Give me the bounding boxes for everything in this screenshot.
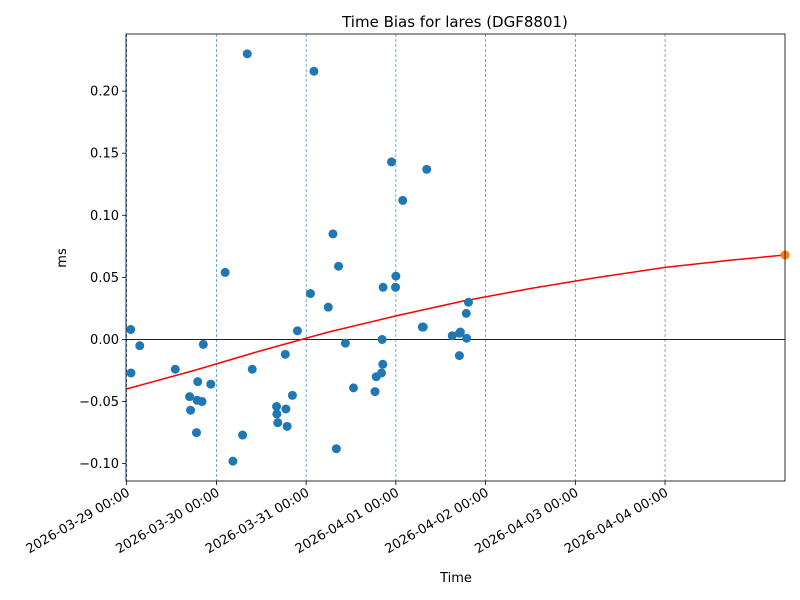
- data-point: [462, 333, 472, 343]
- data-point: [328, 229, 338, 239]
- data-point: [193, 377, 203, 387]
- data-point: [126, 368, 136, 378]
- data-point: [287, 390, 297, 400]
- data-point: [377, 368, 387, 378]
- data-point: [191, 428, 201, 438]
- data-point: [242, 49, 252, 59]
- data-point: [340, 338, 350, 348]
- data-point: [348, 383, 358, 393]
- y-tick-label: 0.10: [90, 209, 119, 224]
- data-point: [238, 430, 248, 440]
- y-tick-label: 0.00: [90, 333, 119, 348]
- data-point: [292, 326, 302, 336]
- data-point: [331, 444, 341, 454]
- data-point: [378, 359, 388, 369]
- plot-frame: [125, 33, 786, 482]
- data-point: [281, 404, 291, 414]
- fit-curve: [125, 254, 786, 390]
- x-axis-label: Time: [439, 571, 472, 586]
- data-point: [247, 364, 257, 374]
- data-point: [334, 261, 344, 271]
- data-point: [463, 297, 473, 307]
- y-axis-label: ms: [55, 248, 70, 268]
- data-point: [309, 66, 319, 76]
- data-point: [391, 282, 401, 292]
- data-point: [280, 349, 290, 359]
- data-point: [126, 325, 136, 335]
- y-tick-label: −0.10: [79, 457, 119, 472]
- y-tick-label: 0.20: [90, 85, 119, 100]
- data-point: [135, 341, 145, 351]
- data-point: [185, 392, 195, 402]
- grid-lines: [126, 34, 666, 481]
- data-point: [454, 351, 464, 361]
- y-tick-label: −0.05: [79, 395, 119, 410]
- data-point: [272, 402, 282, 411]
- data-point: [228, 456, 238, 466]
- data-point: [272, 409, 282, 419]
- data-point: [447, 331, 457, 341]
- data-point: [306, 289, 316, 299]
- data-point: [220, 267, 230, 277]
- data-point: [387, 157, 397, 167]
- data-point: [461, 308, 471, 318]
- data-point: [391, 271, 401, 281]
- data-point: [282, 421, 292, 431]
- y-tick-label: 0.15: [90, 147, 119, 162]
- data-point: [370, 387, 380, 397]
- data-point: [455, 327, 465, 337]
- fit-layer: [125, 254, 786, 390]
- data-point: [206, 379, 216, 389]
- data-point: [198, 339, 208, 349]
- data-points: [126, 49, 473, 466]
- data-point: [197, 397, 207, 407]
- data-point: [170, 364, 180, 374]
- y-axis-ticks: −0.10 −0.05 0.00 0.05 0.10 0.15 0.20: [79, 85, 126, 472]
- chart-title: Time Bias for lares (DGF8801): [341, 13, 568, 31]
- data-point: [377, 334, 387, 344]
- data-point: [418, 322, 428, 332]
- data-point: [398, 195, 408, 205]
- data-point: [273, 418, 283, 428]
- data-point: [378, 282, 388, 292]
- data-point: [186, 405, 196, 415]
- y-tick-label: 0.05: [90, 271, 119, 286]
- data-point: [323, 302, 333, 312]
- data-point: [422, 164, 432, 174]
